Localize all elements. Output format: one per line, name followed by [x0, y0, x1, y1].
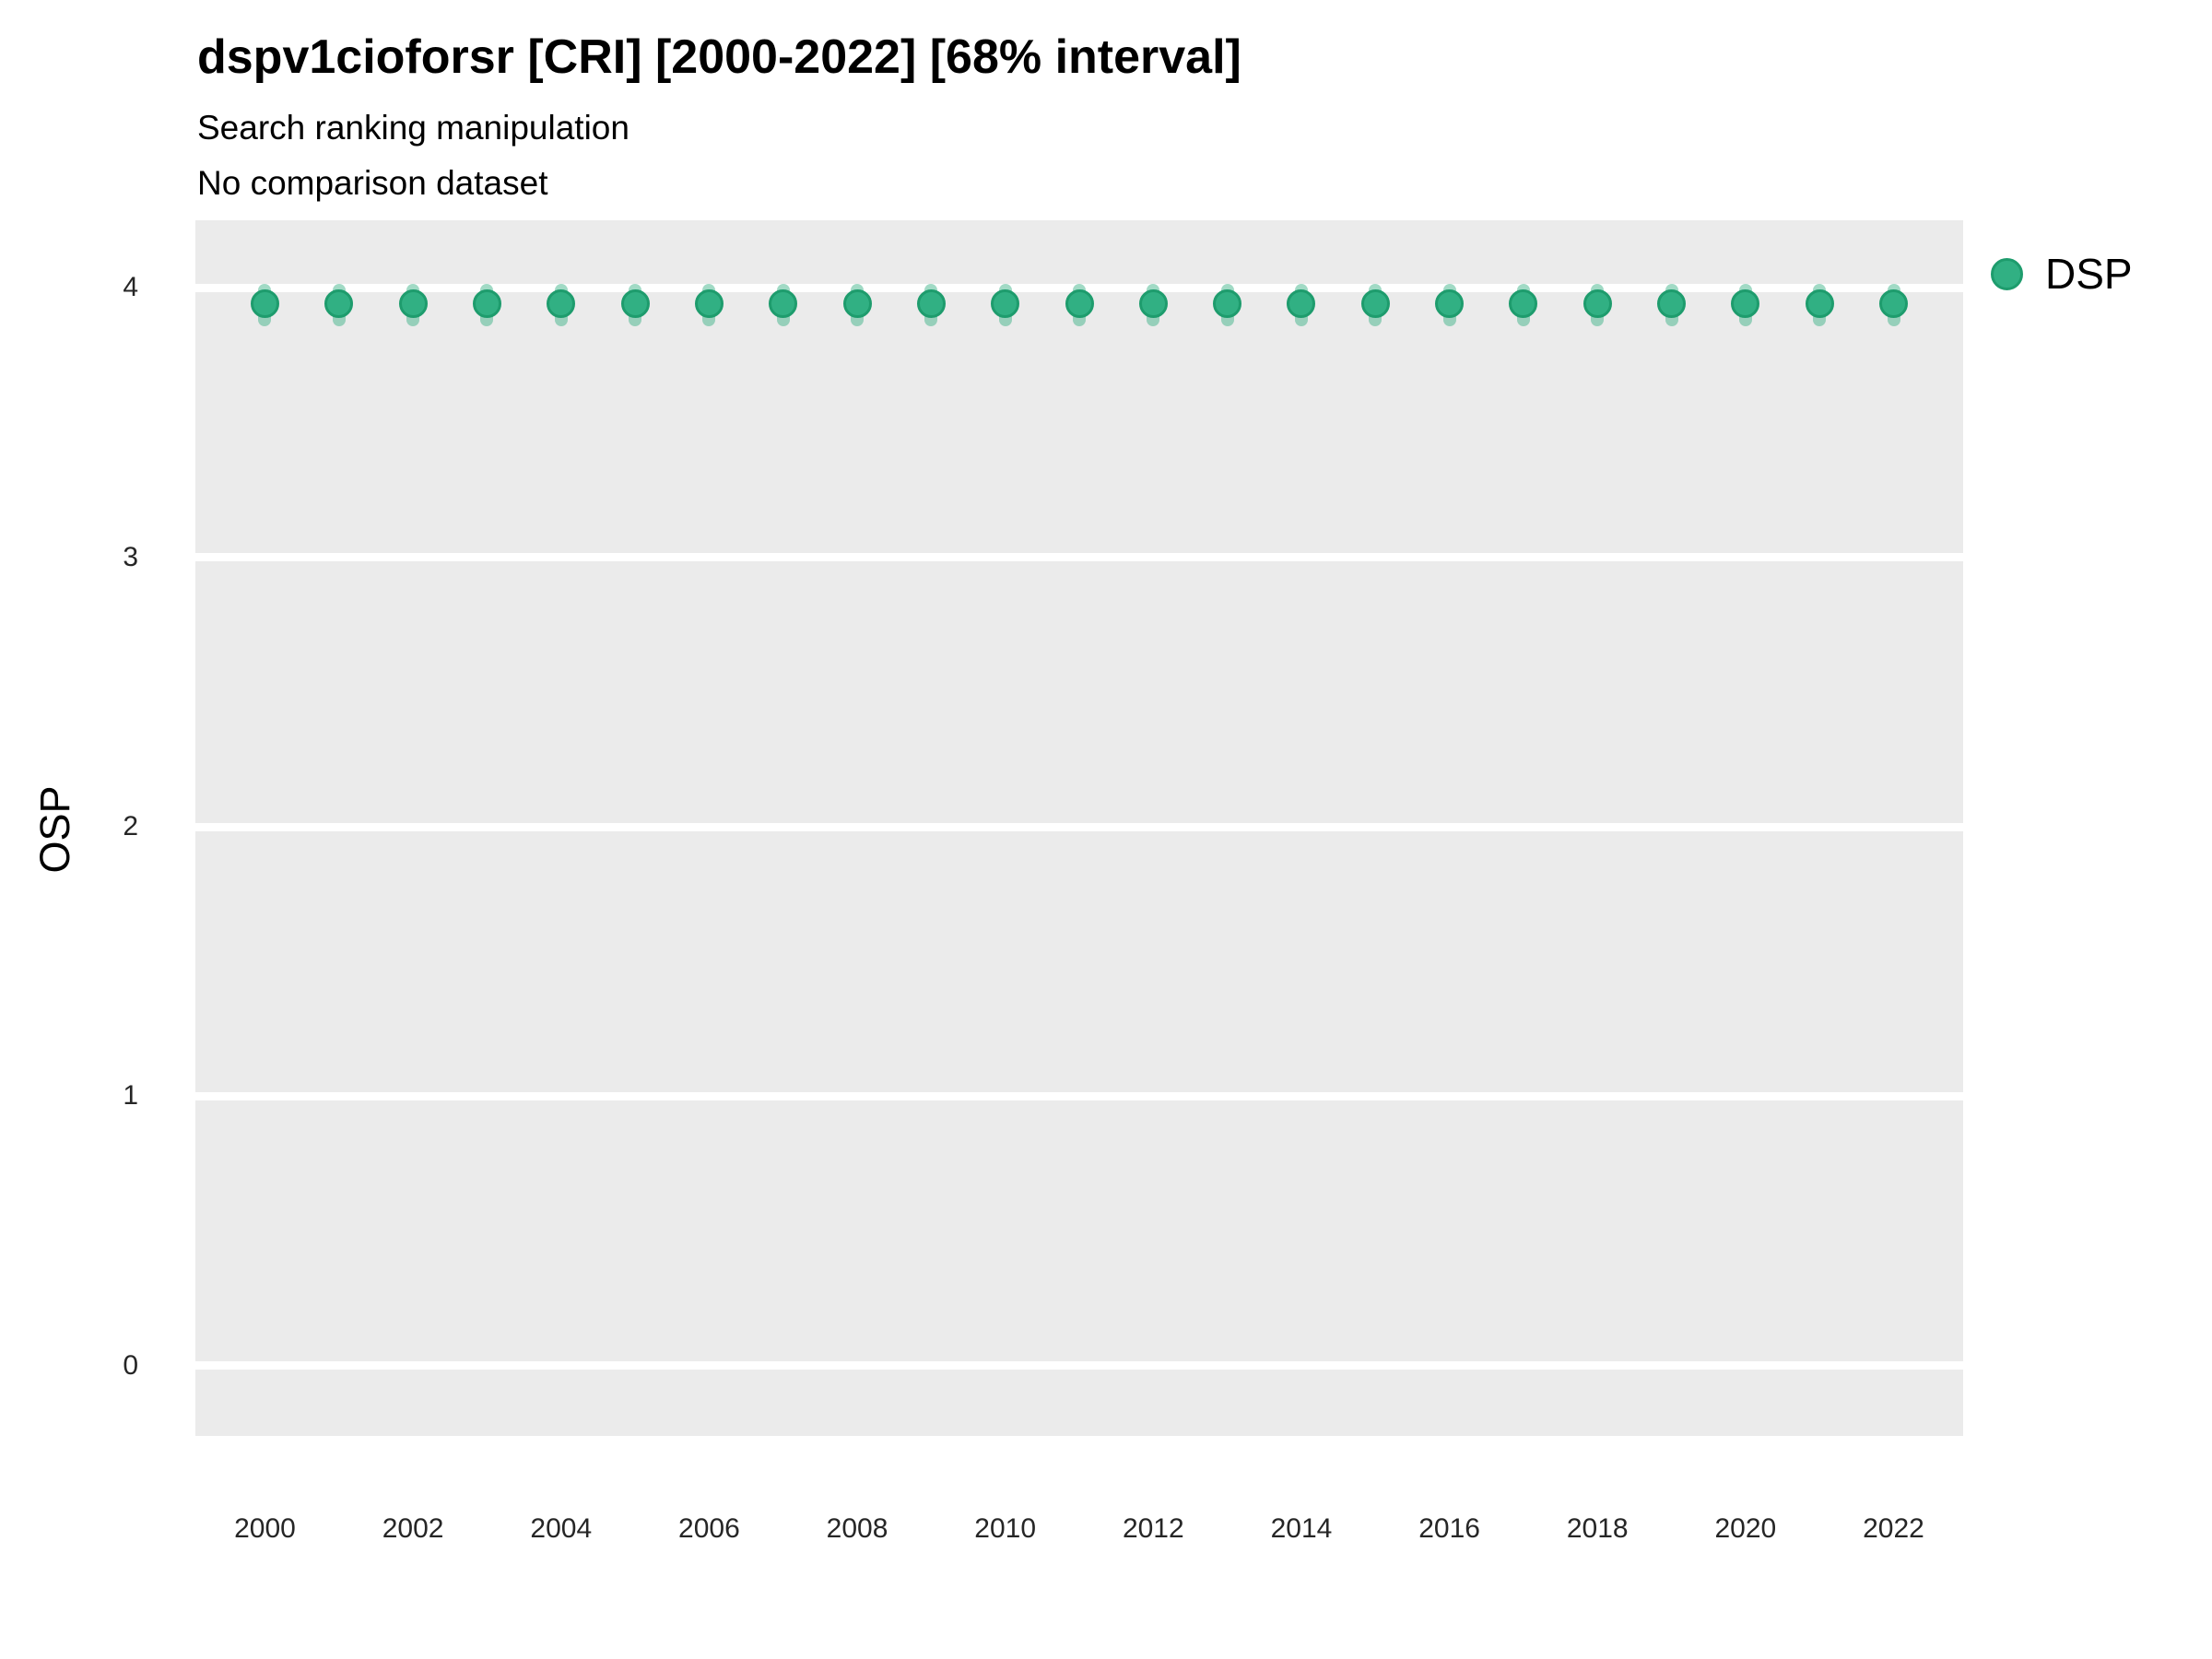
y-tick-label-4: 4 — [123, 272, 138, 303]
data-point-2000 — [250, 289, 279, 319]
data-point-2006 — [694, 289, 724, 319]
data-point-2020 — [1731, 289, 1760, 319]
data-point-2004 — [547, 289, 576, 319]
data-point-2022 — [1879, 289, 1908, 319]
legend-label: DSP — [2045, 250, 2133, 298]
x-tick-label-2006: 2006 — [678, 1513, 740, 1544]
x-tick-label-2004: 2004 — [530, 1513, 593, 1544]
data-point-2002 — [398, 289, 428, 319]
y-tick-label-2: 2 — [123, 811, 138, 842]
x-tick-label-2018: 2018 — [1566, 1513, 1629, 1544]
gridline-y-2 — [195, 822, 1963, 831]
y-tick-label-0: 0 — [123, 1349, 138, 1381]
data-point-2017 — [1509, 289, 1538, 319]
data-point-2015 — [1360, 289, 1390, 319]
gridline-y-4 — [195, 283, 1963, 292]
data-point-2019 — [1657, 289, 1687, 319]
data-point-2003 — [472, 289, 501, 319]
gridline-y-3 — [195, 553, 1963, 562]
chart-note: No comparison dataset — [197, 164, 548, 202]
legend-circle-icon — [1991, 257, 2023, 290]
plot-panel — [195, 220, 1963, 1436]
gridline-y-0 — [195, 1361, 1963, 1371]
legend: DSP — [1991, 249, 2133, 299]
y-axis-tick-labels: 0 1 2 3 4 — [0, 220, 138, 1436]
data-point-2018 — [1583, 289, 1612, 319]
x-tick-label-2008: 2008 — [826, 1513, 888, 1544]
x-tick-label-2012: 2012 — [1122, 1513, 1184, 1544]
y-tick-label-1: 1 — [123, 1080, 138, 1112]
data-point-2021 — [1805, 289, 1834, 319]
chart-title: dspv1cioforsr [CRI] [2000-2022] [68% int… — [197, 30, 1241, 84]
x-tick-label-2016: 2016 — [1418, 1513, 1480, 1544]
x-tick-label-2020: 2020 — [1714, 1513, 1777, 1544]
x-tick-label-2022: 2022 — [1863, 1513, 1924, 1544]
data-point-2008 — [842, 289, 872, 319]
data-point-2005 — [620, 289, 650, 319]
data-point-2012 — [1138, 289, 1168, 319]
data-point-2013 — [1213, 289, 1242, 319]
x-tick-label-2014: 2014 — [1270, 1513, 1333, 1544]
chart-subtitle: Search ranking manipulation — [197, 109, 629, 147]
data-point-2016 — [1435, 289, 1465, 319]
data-point-2007 — [769, 289, 798, 319]
data-point-2001 — [324, 289, 354, 319]
x-tick-label-2000: 2000 — [234, 1513, 296, 1544]
data-point-2014 — [1287, 289, 1316, 319]
data-point-2009 — [916, 289, 946, 319]
y-tick-label-3: 3 — [123, 541, 138, 572]
data-point-2011 — [1065, 289, 1094, 319]
gridline-y-1 — [195, 1091, 1963, 1100]
x-tick-label-2010: 2010 — [974, 1513, 1037, 1544]
data-point-2010 — [991, 289, 1020, 319]
x-tick-label-2002: 2002 — [382, 1513, 444, 1544]
